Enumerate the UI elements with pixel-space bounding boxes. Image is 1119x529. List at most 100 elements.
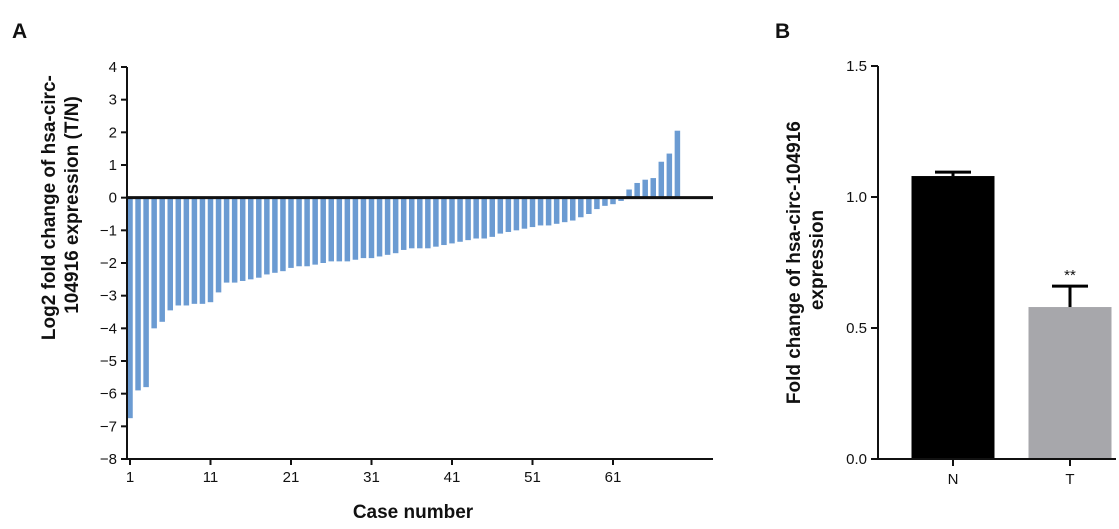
- panel-a-bar: [409, 197, 415, 249]
- panel-b-bar-n: [911, 176, 995, 460]
- panel-a-y-axis-title: Log2 fold change of hsa-circ- 104916 exp…: [39, 70, 83, 340]
- panel-a-x-tick-label: 11: [203, 469, 219, 486]
- panel-a-y-tick-label: −4: [100, 320, 117, 337]
- panel-a-x-tick-label: 31: [363, 469, 380, 486]
- panel-a-bar: [175, 197, 182, 306]
- panel-label-b: B: [775, 20, 790, 43]
- panel-a-y-tick-label: −2: [100, 255, 117, 272]
- panel-a-x-tick-label: 1: [126, 469, 134, 486]
- panel-a-bar: [368, 197, 375, 259]
- panel-a-bar: [618, 197, 624, 201]
- panel-a-bar: [215, 197, 222, 293]
- panel-a-bar: [400, 197, 407, 250]
- panel-a-bar: [288, 197, 294, 268]
- panel-a-x-tick-label: 61: [605, 469, 622, 486]
- panel-a-bar: [650, 178, 656, 198]
- panel-a-bar: [465, 197, 471, 241]
- panel-a-bar: [336, 197, 343, 262]
- panel-a-y-tick-label: −6: [100, 386, 117, 403]
- panel-a-bar: [441, 197, 447, 246]
- panel-a-bar: [207, 197, 214, 303]
- panel-a-bar: [634, 182, 640, 198]
- panel-a-x-tick-label: 41: [444, 469, 461, 486]
- panel-b-y-tick-label: 0.0: [846, 451, 867, 468]
- panel-b-y-tick-label: 0.5: [846, 320, 867, 337]
- panel-a-bar: [545, 197, 552, 226]
- panel-a-bar: [272, 197, 278, 273]
- panel-a-y-tick-label: 2: [109, 124, 117, 141]
- panel-a-x-tick-label: 21: [283, 469, 300, 486]
- panel-a-y-axis-title-line2: 104916 expression (T/N): [62, 96, 83, 314]
- panel-label-a: A: [12, 20, 27, 43]
- panel-b-bar-t: [1028, 307, 1112, 459]
- panel-a-y-tick-label: 4: [109, 59, 117, 76]
- panel-a-bar: [344, 197, 351, 262]
- panel-a-bar: [505, 197, 512, 232]
- panel-a-bar: [264, 197, 270, 275]
- panel-a-bar: [626, 189, 632, 198]
- panel-a-y-tick-label: −7: [100, 418, 117, 435]
- panel-a-bar: [578, 197, 584, 218]
- panel-a-y-tick-label: 0: [109, 190, 117, 207]
- panel-a-y-ticks: −8 −7 −6 −5 −4 −3 −2 −1 0 1 2 3 4: [100, 59, 127, 468]
- panel-a-x-axis-title: Case number: [353, 502, 474, 523]
- panel-a-bar: [425, 197, 431, 249]
- panel-a-bar: [521, 197, 528, 229]
- panel-a-bar: [489, 197, 495, 237]
- panel-a-bar: [223, 197, 230, 283]
- panel-a-bar: [481, 197, 487, 239]
- panel-a-bar: [674, 130, 681, 198]
- panel-a-bar: [167, 197, 173, 311]
- panel-b-y-tick-label: 1.5: [846, 58, 867, 75]
- panel-a-bar: [239, 197, 246, 281]
- panel-a-y-tick-label: −3: [100, 288, 117, 305]
- panel-a-bar: [296, 197, 302, 267]
- panel-a-bar: [159, 197, 165, 322]
- panel-b-bars: **: [911, 170, 1112, 460]
- panel-a-bar: [304, 197, 310, 267]
- panel-a-bar: [352, 197, 359, 260]
- panel-a-bar: [312, 197, 318, 265]
- panel-a-y-axis-title-line1: Log2 fold change of hsa-circ-: [39, 75, 60, 340]
- panel-a-bar: [320, 197, 326, 263]
- panel-a-bar: [392, 197, 399, 254]
- panel-a-bars: [127, 130, 681, 419]
- panel-a-bar: [231, 197, 238, 283]
- panel-a-bar: [610, 197, 616, 205]
- panel-a-y-tick-label: 3: [109, 92, 117, 109]
- panel-a-bar: [537, 197, 544, 226]
- panel-a-bar: [127, 197, 133, 419]
- panel-a-bar: [256, 197, 262, 278]
- panel-a-bar: [191, 197, 198, 304]
- panel-a-y-tick-label: 1: [109, 157, 117, 174]
- panel-b-x-tick-label: N: [948, 471, 959, 488]
- panel-a-y-tick-label: −1: [100, 222, 117, 239]
- panel-a-bar: [199, 197, 206, 304]
- panel-a-bar: [457, 197, 463, 242]
- panel-a-bar: [280, 197, 286, 272]
- panel-a-bar: [529, 197, 536, 228]
- panel-b-y-axis-title-line1: Fold change of hsa-circ-104916: [784, 121, 805, 404]
- panel-a-bar: [594, 197, 600, 210]
- panel-a-bar: [449, 197, 455, 244]
- panel-a-bar: [360, 197, 367, 259]
- panel-a-y-tick-label: −5: [100, 353, 117, 370]
- panel-a-bar: [328, 197, 334, 262]
- panel-b-x-tick-label: T: [1065, 471, 1074, 488]
- panel-b-y-axis-title: Fold change of hsa-circ-104916 expressio…: [784, 116, 828, 404]
- panel-a-y-tick-label: −8: [100, 451, 117, 468]
- panel-a-bar: [553, 197, 560, 224]
- panel-a-bar: [135, 197, 141, 391]
- panel-a-bar: [602, 197, 608, 206]
- panel-a-bar: [384, 197, 391, 255]
- panel-a-bar: [666, 153, 673, 198]
- panel-a-x-ticks: 1 11 21 31 41 51 61: [126, 459, 622, 486]
- panel-a-bar: [143, 197, 149, 388]
- panel-a-bar: [376, 197, 383, 257]
- panel-a-bar: [473, 197, 479, 239]
- panel-a-x-tick-label: 51: [524, 469, 541, 486]
- panel-a-bar: [561, 197, 568, 223]
